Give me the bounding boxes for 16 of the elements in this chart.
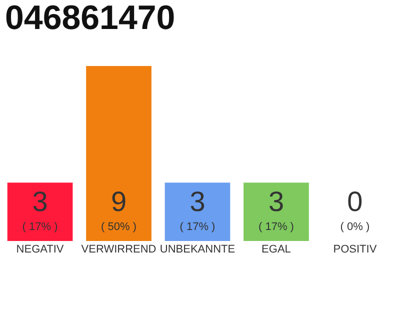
annotation: ( 17% ) <box>258 221 294 233</box>
x-tick-label: POSITIV <box>333 244 378 256</box>
x-tick-label: VERWIRREND <box>81 244 156 256</box>
data-label: 3 <box>190 186 206 217</box>
annotation: ( 17% ) <box>180 221 216 233</box>
chart-title: 046861470 <box>5 0 176 37</box>
data-label: 0 <box>347 186 363 217</box>
annotation: ( 50% ) <box>101 221 136 233</box>
x-tick-label: EGAL <box>262 244 291 256</box>
data-label: 3 <box>32 186 48 217</box>
annotation: ( 0% ) <box>340 221 370 233</box>
x-tick-label: NEGATIV <box>16 244 64 256</box>
annotation: ( 17% ) <box>22 221 58 233</box>
data-label: 9 <box>110 186 127 217</box>
data-label: 3 <box>268 186 284 217</box>
x-tick-label: UNBEKANNTE <box>160 244 236 256</box>
